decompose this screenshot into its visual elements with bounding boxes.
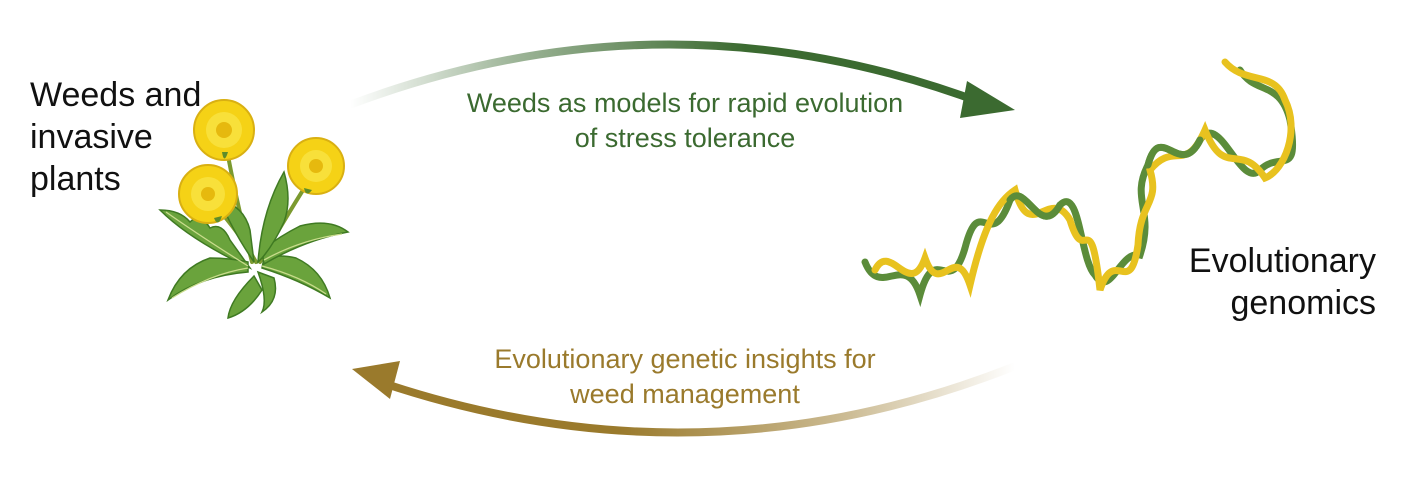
top-arrowhead [960,81,1015,118]
weeds-label: Weeds and invasive plants [30,74,290,200]
top-arrow-caption: Weeds as models for rapid evolution of s… [420,86,950,156]
top-arrow [348,40,1015,118]
bottom-arrow-caption: Evolutionary genetic insights for weed m… [420,342,950,412]
bottom-arrowhead [352,361,400,399]
weeds-label-line-3: plants [30,160,121,198]
genomics-label-line-2: genomics [1230,284,1376,322]
top-caption-line-1: Weeds as models for rapid evolution [466,88,904,118]
bottom-caption-line-1: Evolutionary genetic insights for [494,344,876,374]
top-caption-line-2: of stress tolerance [574,123,796,153]
weeds-label-line-2: invasive [30,118,153,156]
genomics-label: Evolutionary genomics [1140,240,1376,324]
dna-helix-icon [861,58,1297,308]
bottom-caption-line-2: weed management [570,379,800,409]
genomics-label-line-1: Evolutionary [1188,242,1376,280]
dandelion-icon [158,99,350,320]
bottom-arrow [352,361,1017,437]
weeds-label-line-1: Weeds and [30,76,202,114]
